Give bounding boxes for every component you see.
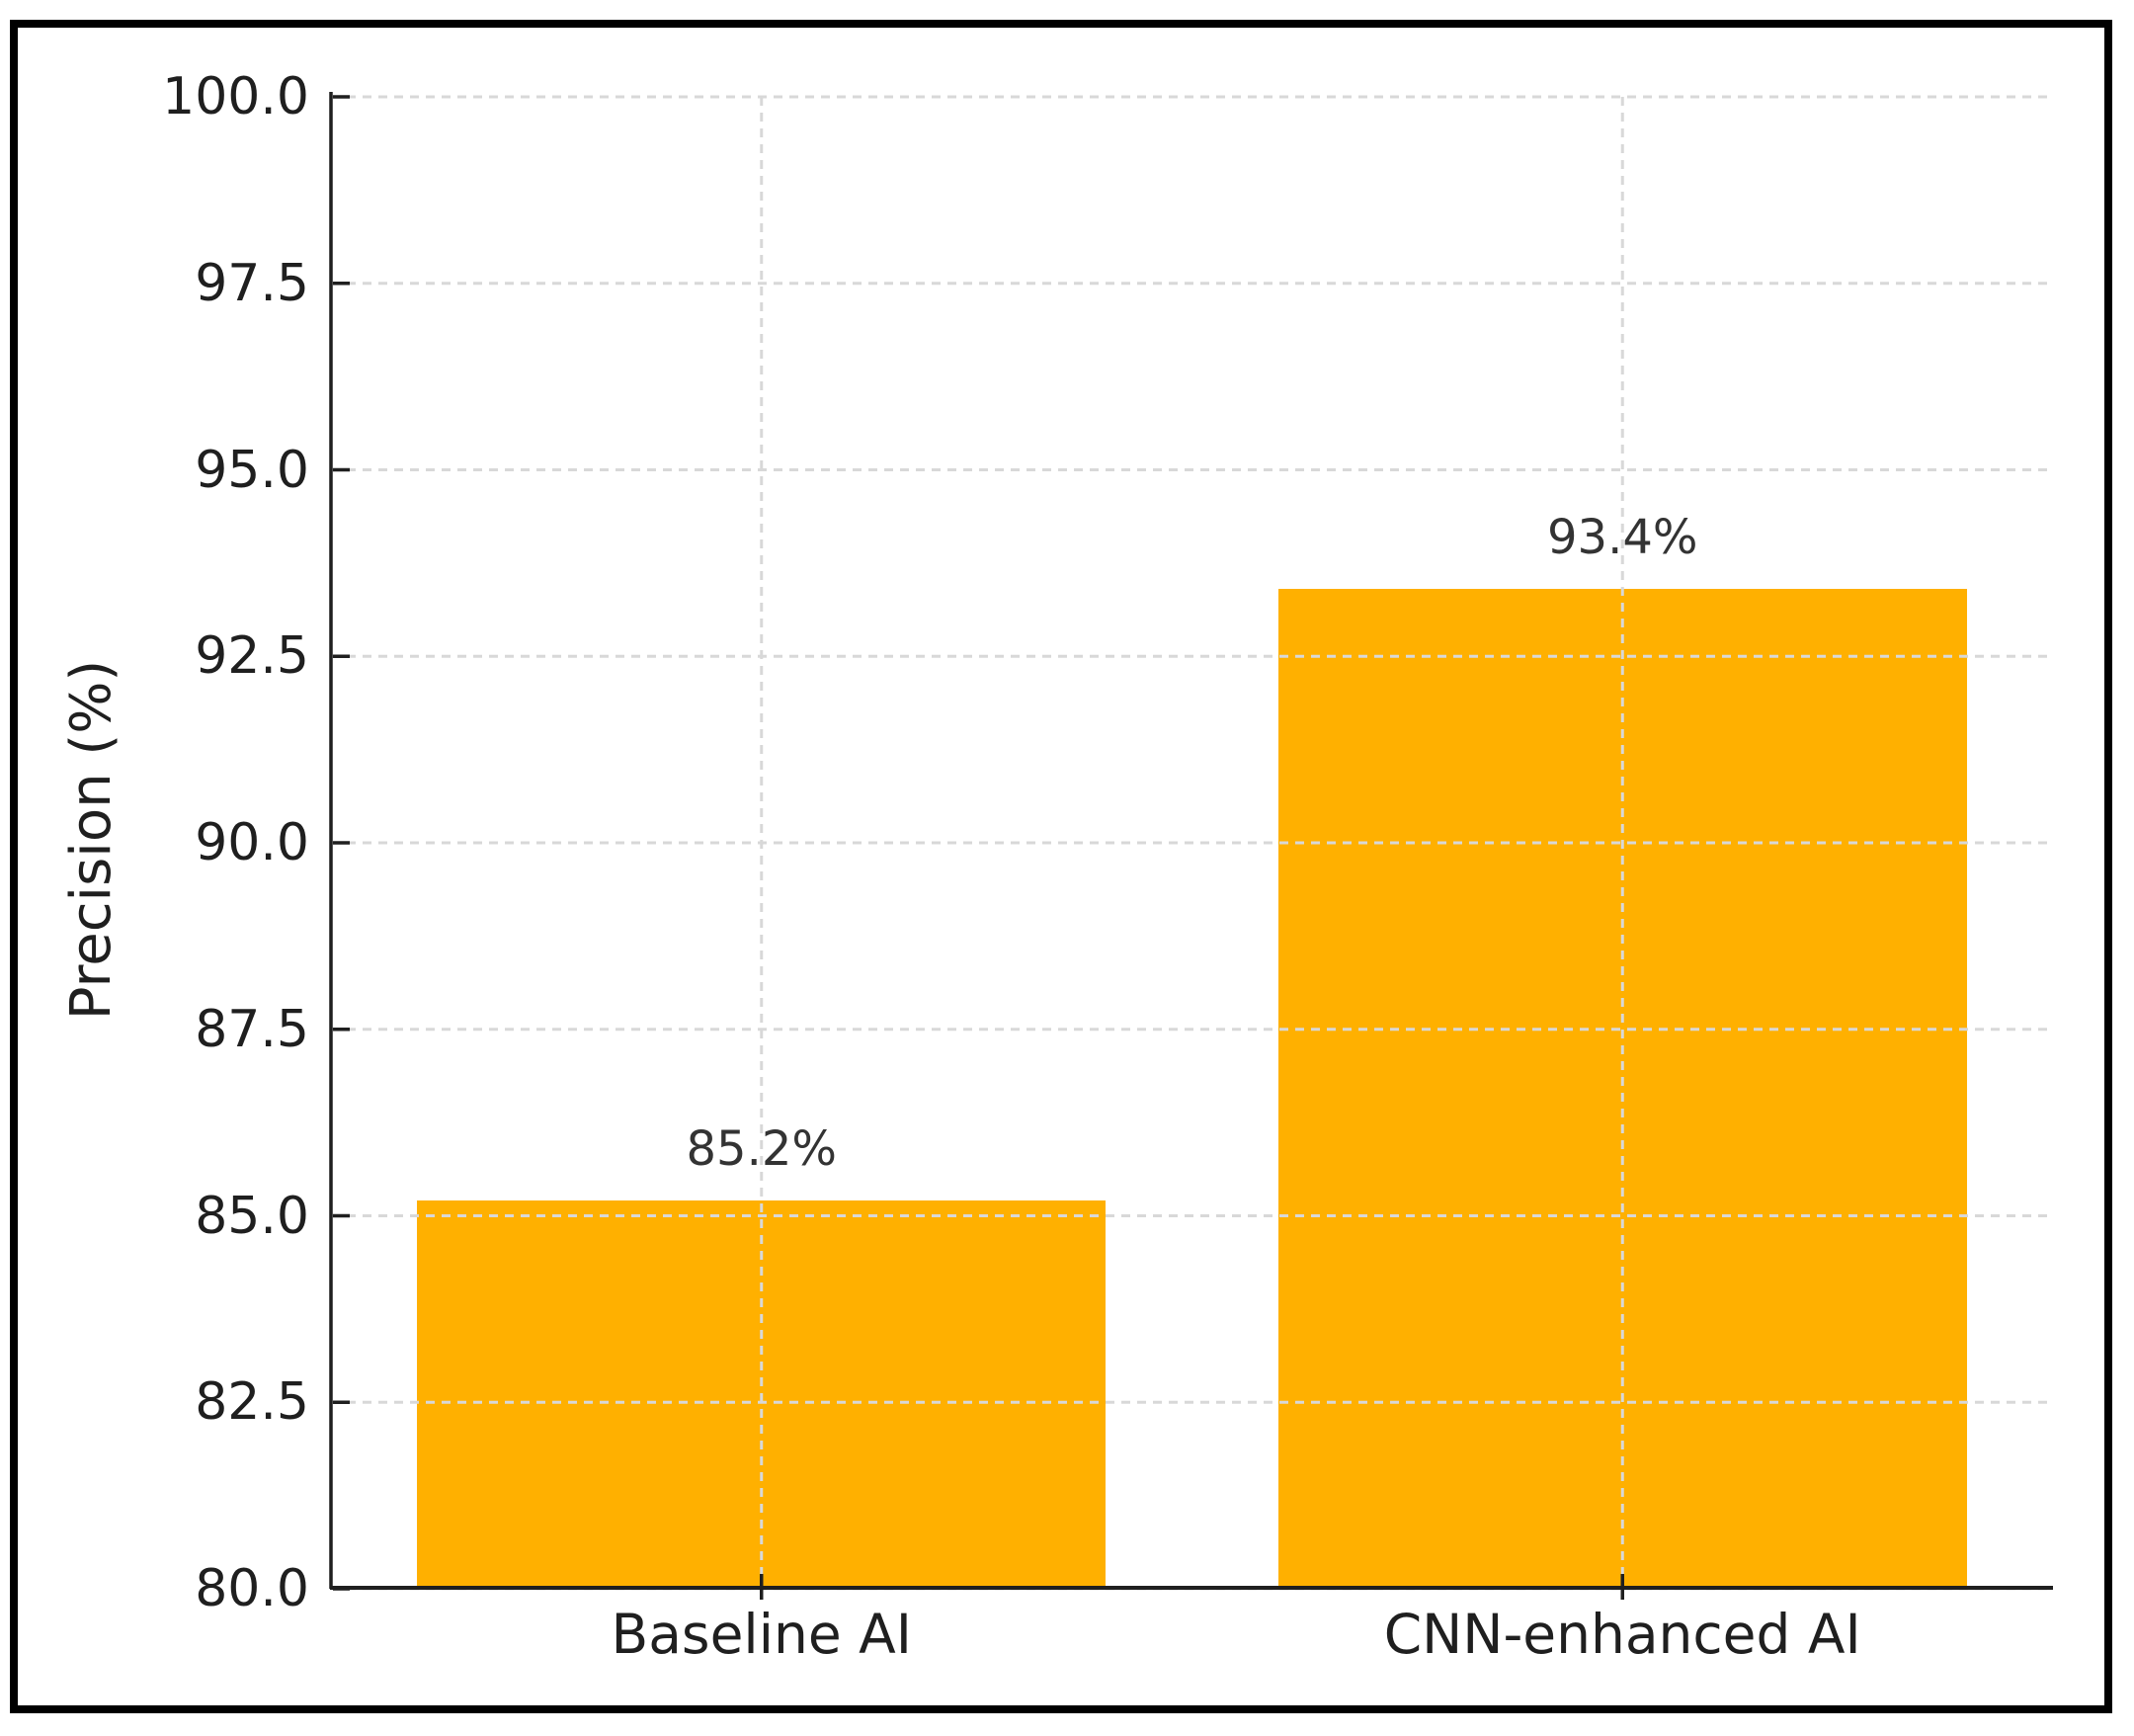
y-tick-label: 80.0 — [195, 1559, 309, 1618]
y-tick-label: 97.5 — [195, 253, 309, 313]
y-tick-label: 92.5 — [195, 626, 309, 687]
y-tick-label: 87.5 — [195, 999, 309, 1059]
x-tick-label: CNN-enhanced AI — [1383, 1603, 1861, 1666]
y-tick-label: 90.0 — [195, 813, 309, 872]
y-tick-label: 82.5 — [195, 1372, 309, 1433]
bar-baseline-ai — [417, 1200, 1107, 1589]
y-tick-label: 95.0 — [195, 440, 309, 500]
x-tick-label: Baseline AI — [611, 1603, 912, 1666]
bar-value-label: 85.2% — [686, 1121, 837, 1178]
y-tick-label: 85.0 — [195, 1186, 309, 1246]
bar-cnn-enhanced-ai — [1277, 589, 1967, 1589]
bar-value-label: 93.4% — [1547, 510, 1698, 566]
y-tick-label: 100.0 — [162, 67, 309, 126]
